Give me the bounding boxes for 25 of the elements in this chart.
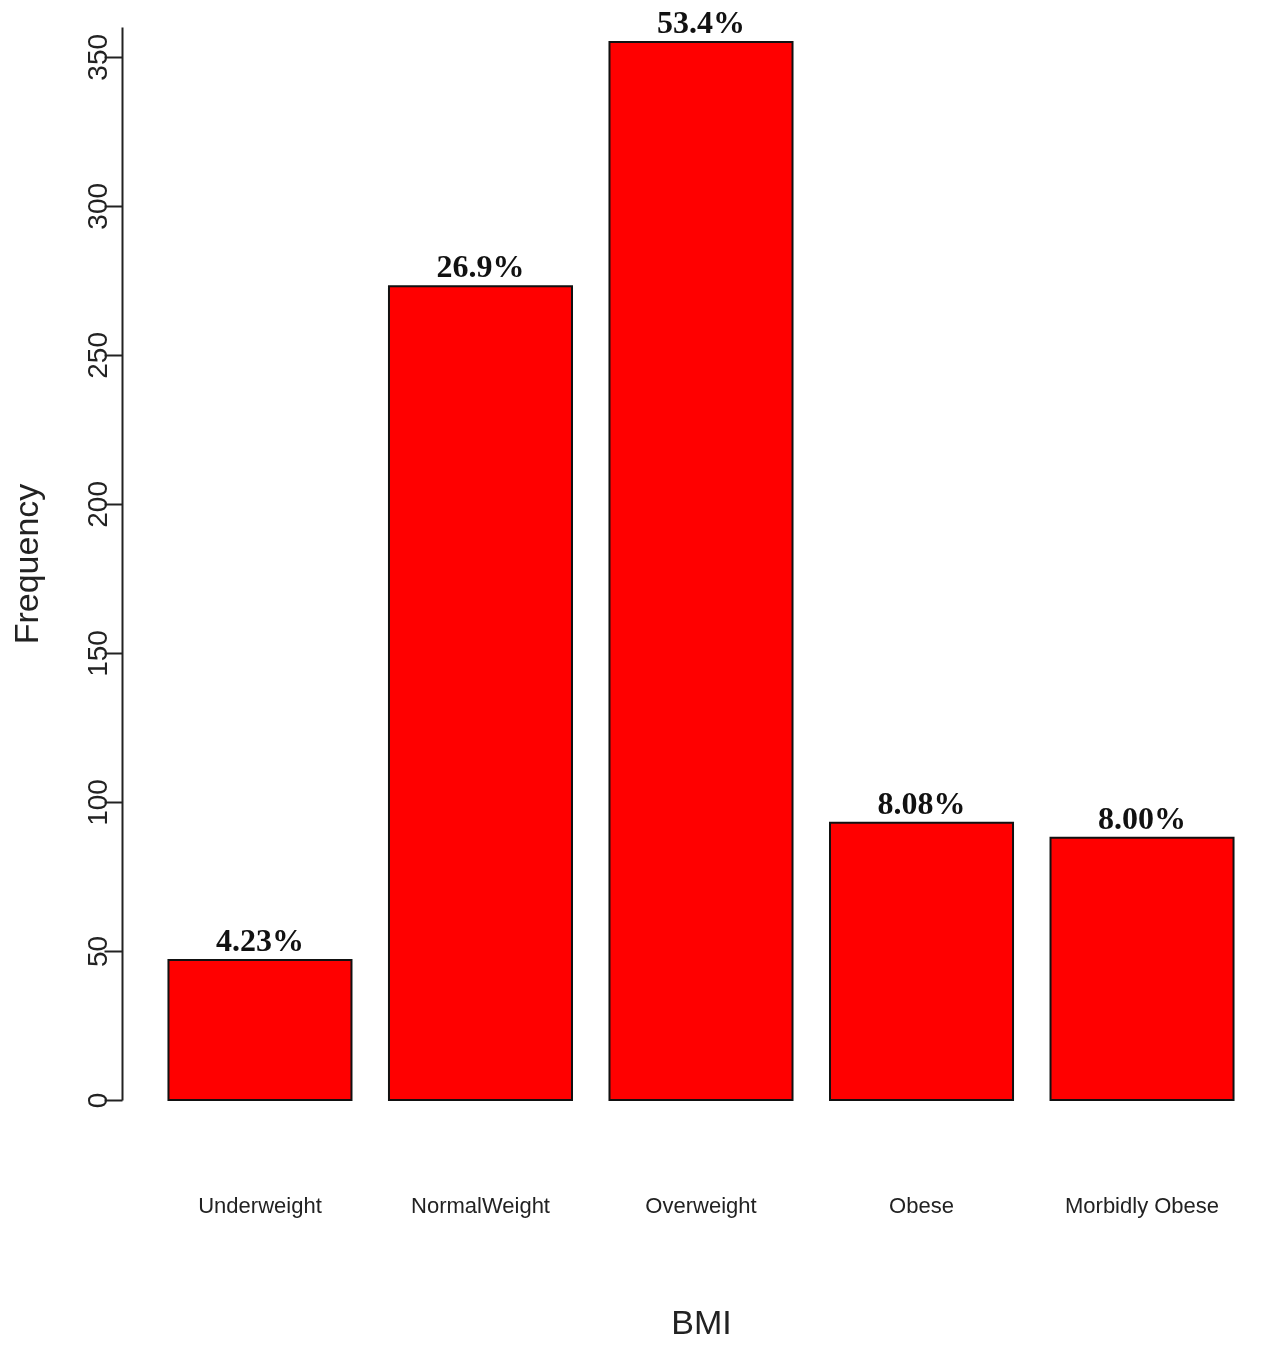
- bar: [167, 958, 353, 1101]
- y-tick-label: 100: [81, 779, 113, 826]
- y-tick-label: 200: [81, 481, 113, 528]
- y-tick-label: 350: [81, 33, 113, 81]
- x-tick-label: Overweight: [645, 1192, 757, 1218]
- x-axis-title: BMI: [671, 1302, 732, 1341]
- y-tick-label: 50: [81, 935, 113, 968]
- bar: [387, 285, 573, 1101]
- x-tick-label: Morbidly Obese: [1064, 1192, 1220, 1218]
- bar: [608, 40, 794, 1101]
- x-tick-label: Underweight: [198, 1192, 322, 1218]
- y-tick-label: 0: [81, 1092, 113, 1109]
- x-tick-label: Obese: [889, 1192, 954, 1218]
- x-tick-label: NormalWeight: [410, 1192, 550, 1218]
- annotation: 8.00%: [1098, 799, 1187, 836]
- annotation: 8.08%: [877, 784, 966, 821]
- y-tick-label: 250: [81, 332, 113, 379]
- y-axis-title: Frequency: [6, 483, 45, 645]
- bar: [829, 821, 1015, 1101]
- bar: [1049, 836, 1235, 1101]
- annotation: 53.4%: [657, 3, 745, 40]
- annotation: 4.23%: [215, 921, 304, 958]
- y-tick-label: 300: [81, 182, 113, 230]
- annotation: 26.9%: [436, 248, 525, 285]
- y-tick-label: 150: [81, 630, 113, 677]
